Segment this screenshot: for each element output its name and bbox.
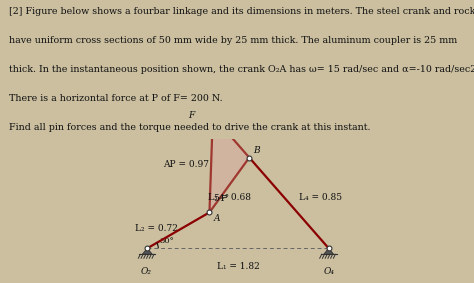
Text: L₃ = 0.68: L₃ = 0.68 bbox=[208, 193, 251, 202]
Text: There is a horizontal force at P of F= 200 N.: There is a horizontal force at P of F= 2… bbox=[9, 94, 223, 103]
Text: O₂: O₂ bbox=[141, 267, 152, 276]
Text: 54°: 54° bbox=[213, 194, 229, 203]
Text: F: F bbox=[189, 111, 195, 120]
Text: [2] Figure below shows a fourbar linkage and its dimensions in meters. The steel: [2] Figure below shows a fourbar linkage… bbox=[9, 7, 474, 16]
Polygon shape bbox=[142, 248, 152, 254]
Text: 30°: 30° bbox=[159, 237, 174, 245]
Text: L₂ = 0.72: L₂ = 0.72 bbox=[135, 224, 178, 233]
Text: O₄: O₄ bbox=[323, 267, 334, 276]
Text: AP = 0.97: AP = 0.97 bbox=[163, 160, 209, 169]
Text: A: A bbox=[213, 215, 220, 223]
Text: L₄ = 0.85: L₄ = 0.85 bbox=[299, 194, 342, 202]
Polygon shape bbox=[324, 248, 334, 254]
Polygon shape bbox=[210, 116, 249, 213]
Text: L₁ = 1.82: L₁ = 1.82 bbox=[217, 262, 259, 271]
Text: have uniform cross sections of 50 mm wide by 25 mm thick. The aluminum coupler i: have uniform cross sections of 50 mm wid… bbox=[9, 36, 457, 45]
Text: Find all pin forces and the torque needed to drive the crank at this instant.: Find all pin forces and the torque neede… bbox=[9, 123, 371, 132]
Text: B: B bbox=[253, 145, 260, 155]
Text: thick. In the instantaneous position shown, the crank O₂A has ω= 15 rad/sec and : thick. In the instantaneous position sho… bbox=[9, 65, 474, 74]
